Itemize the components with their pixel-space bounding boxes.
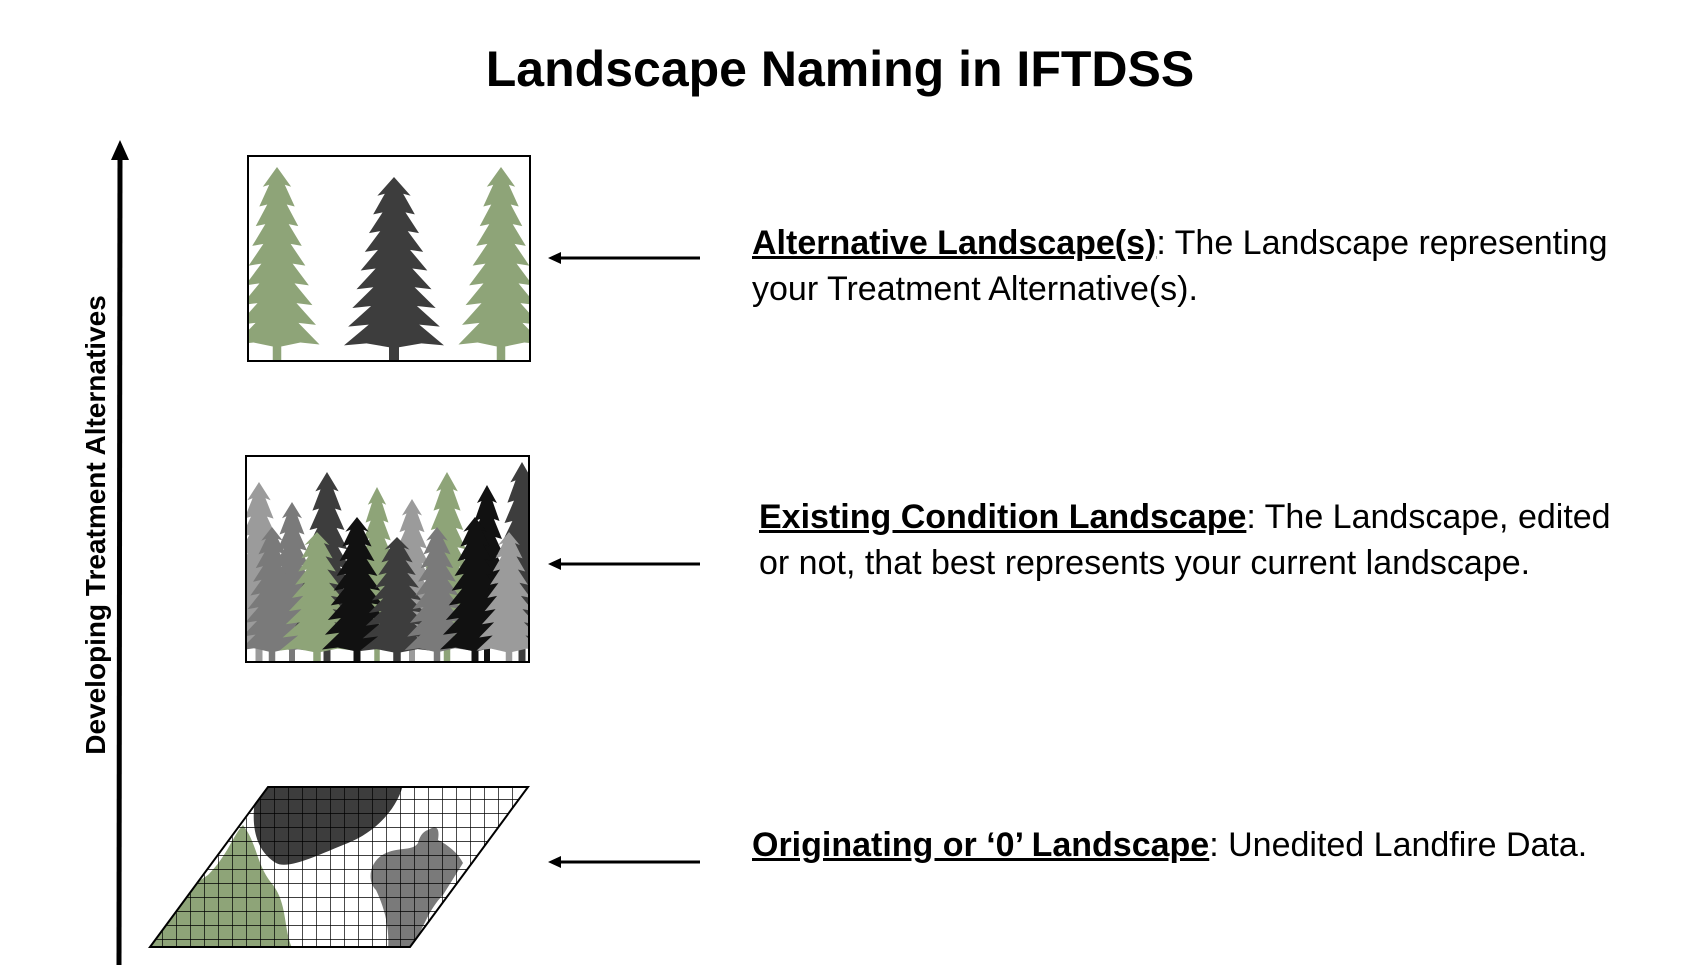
tree-icon xyxy=(322,517,392,661)
alternative-landscape-term: Alternative Landscape(s) xyxy=(752,224,1157,262)
originating-landscape-image xyxy=(148,786,530,948)
tree-icon xyxy=(344,177,444,360)
alternative-landscape-description: : The Landscape representing your Treatm… xyxy=(752,224,1608,308)
originating-landscape-term: Originating or ‘0’ Landscape xyxy=(752,826,1210,864)
page-title: Landscape Naming in IFTDSS xyxy=(485,41,1195,97)
tree-icon xyxy=(476,532,528,661)
existing-condition-landscape-image xyxy=(245,455,530,663)
originating-landscape-description: : Unedited Landfire Data. xyxy=(1209,826,1588,864)
originating-landscape-caption: Originating or ‘0’ Landscape: Unedited L… xyxy=(752,822,1632,868)
arrow-originating xyxy=(548,856,700,868)
existing-condition-term: Existing Condition Landscape xyxy=(759,498,1247,536)
arrow-alternative xyxy=(548,252,700,264)
existing-condition-description: : The Landscape, edited or not, that bes… xyxy=(759,498,1611,582)
arrow-existing xyxy=(548,558,700,570)
tree-icon xyxy=(249,167,320,360)
axis-label: Developing Treatment Alternatives xyxy=(80,295,111,755)
tree-icon xyxy=(458,167,529,360)
alternative-landscape-image xyxy=(247,155,531,362)
alternative-landscape-caption: Alternative Landscape(s): The Landscape … xyxy=(752,220,1652,312)
axis-arrow xyxy=(111,140,129,966)
tree-icon xyxy=(247,527,305,661)
existing-condition-caption: Existing Condition Landscape: The Landsc… xyxy=(759,494,1639,586)
